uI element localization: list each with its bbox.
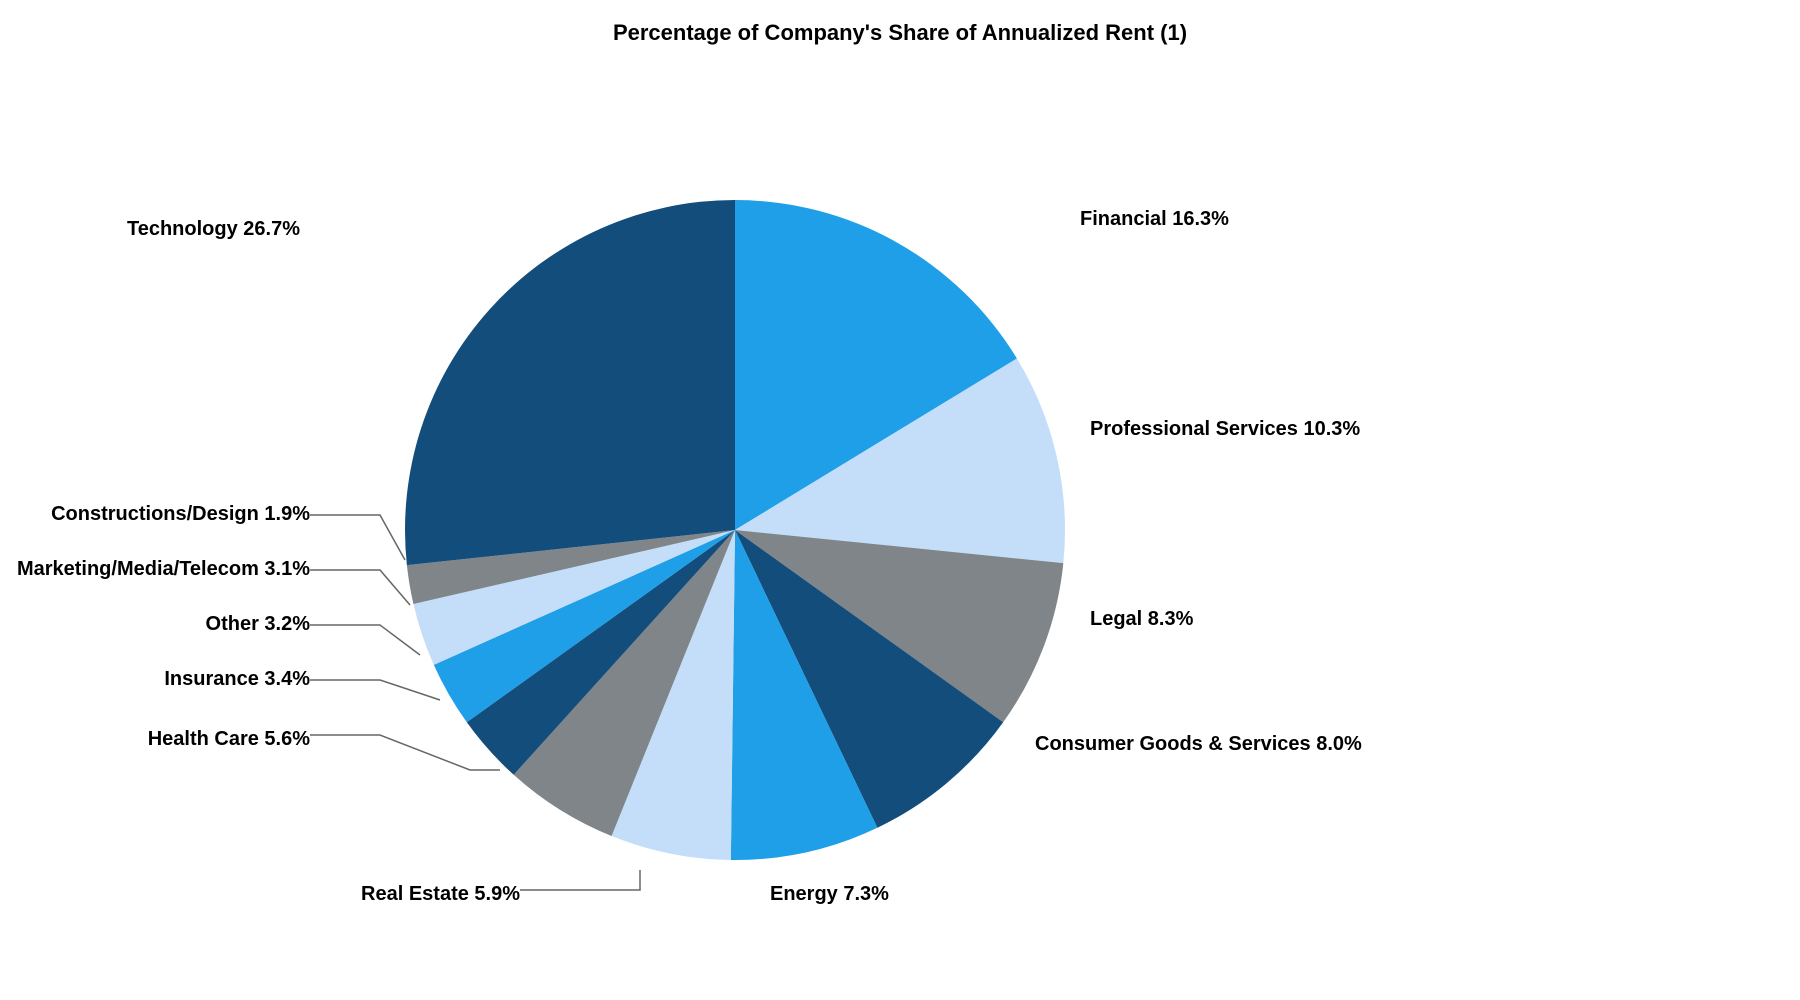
pie-chart-container: Percentage of Company's Share of Annuali… bbox=[0, 0, 1800, 1000]
leader-line bbox=[310, 735, 500, 770]
pie-slice bbox=[405, 200, 735, 565]
leader-line bbox=[310, 570, 410, 605]
slice-label: Legal 8.3% bbox=[1090, 608, 1193, 631]
slice-label: Other 3.2% bbox=[206, 613, 310, 636]
slice-label: Marketing/Media/Telecom 3.1% bbox=[17, 558, 310, 581]
slice-label: Professional Services 10.3% bbox=[1090, 418, 1360, 441]
leader-line bbox=[310, 625, 420, 655]
slice-label: Constructions/Design 1.9% bbox=[51, 503, 310, 526]
slice-label: Financial 16.3% bbox=[1080, 208, 1229, 231]
slice-label: Energy 7.3% bbox=[770, 883, 889, 906]
slice-label: Health Care 5.6% bbox=[148, 728, 310, 751]
slice-label: Consumer Goods & Services 8.0% bbox=[1035, 733, 1362, 756]
leader-line bbox=[310, 680, 440, 700]
slice-label: Technology 26.7% bbox=[127, 218, 300, 241]
leader-line bbox=[310, 515, 405, 560]
slice-label: Insurance 3.4% bbox=[164, 668, 310, 691]
slice-label: Real Estate 5.9% bbox=[361, 883, 520, 906]
pie-chart-svg bbox=[0, 0, 1800, 1000]
leader-line bbox=[520, 870, 640, 890]
